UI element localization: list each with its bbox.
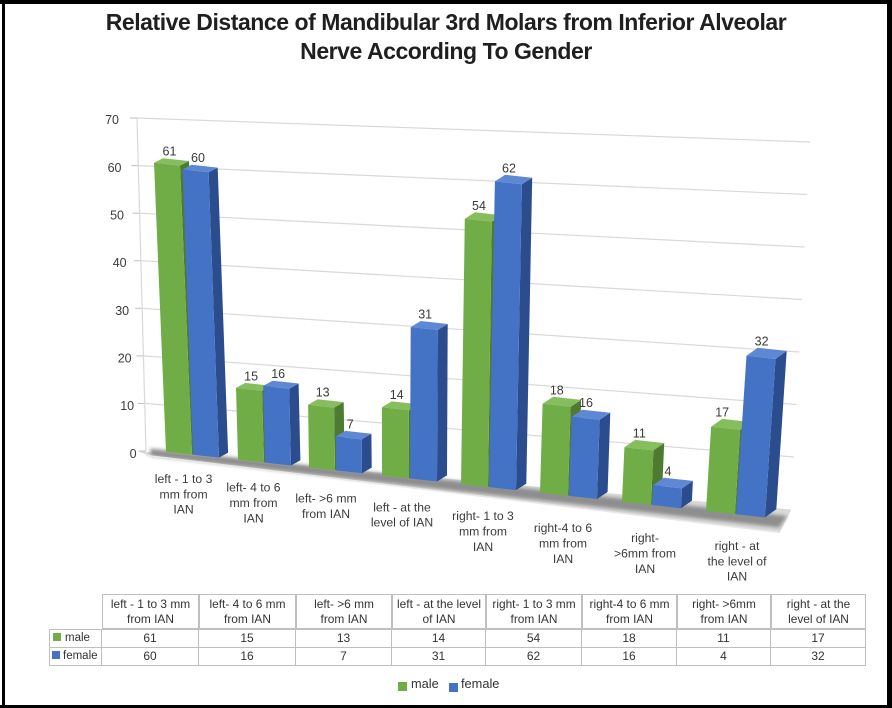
svg-text:right- 1 to 3: right- 1 to 3 bbox=[452, 509, 514, 523]
svg-text:14: 14 bbox=[390, 388, 404, 402]
svg-text:IAN: IAN bbox=[635, 562, 655, 576]
svg-text:61: 61 bbox=[163, 145, 177, 159]
svg-text:16: 16 bbox=[271, 367, 285, 381]
svg-text:18: 18 bbox=[550, 383, 564, 397]
svg-text:mm from: mm from bbox=[459, 525, 507, 539]
svg-text:level of IAN: level of IAN bbox=[371, 516, 433, 530]
svg-text:30: 30 bbox=[115, 304, 129, 318]
svg-text:left- 4 to 6: left- 4 to 6 bbox=[226, 481, 280, 495]
svg-text:15: 15 bbox=[244, 369, 258, 383]
svg-text:20: 20 bbox=[118, 352, 132, 366]
svg-text:IAN: IAN bbox=[243, 511, 263, 525]
svg-text:62: 62 bbox=[502, 161, 516, 175]
svg-text:IAN: IAN bbox=[553, 552, 573, 566]
svg-text:mm from: mm from bbox=[229, 496, 277, 510]
svg-text:from IAN: from IAN bbox=[302, 507, 350, 521]
svg-text:0: 0 bbox=[130, 447, 137, 461]
svg-text:16: 16 bbox=[579, 396, 593, 410]
svg-text:right-4 to 6: right-4 to 6 bbox=[534, 521, 592, 535]
svg-text:32: 32 bbox=[755, 334, 769, 348]
svg-text:right - at: right - at bbox=[715, 539, 760, 553]
svg-text:11: 11 bbox=[633, 427, 646, 441]
svg-text:mm from: mm from bbox=[160, 487, 208, 501]
svg-text:IAN: IAN bbox=[727, 570, 747, 584]
svg-text:60: 60 bbox=[108, 161, 122, 175]
svg-text:left - at the: left - at the bbox=[373, 500, 431, 514]
svg-text:13: 13 bbox=[316, 386, 330, 400]
svg-text:60: 60 bbox=[191, 151, 205, 165]
svg-text:17: 17 bbox=[715, 406, 729, 420]
svg-text:10: 10 bbox=[120, 399, 134, 413]
svg-text:70: 70 bbox=[105, 113, 119, 127]
svg-text:31: 31 bbox=[418, 308, 432, 322]
svg-text:4: 4 bbox=[665, 464, 672, 478]
svg-text:left - 1 to 3: left - 1 to 3 bbox=[155, 472, 213, 486]
svg-text:40: 40 bbox=[113, 256, 127, 270]
svg-text:left- >6 mm: left- >6 mm bbox=[295, 492, 356, 506]
svg-text:7: 7 bbox=[347, 417, 354, 431]
svg-text:50: 50 bbox=[110, 209, 124, 223]
svg-text:54: 54 bbox=[472, 199, 486, 213]
svg-text:IAN: IAN bbox=[173, 503, 193, 517]
svg-text:IAN: IAN bbox=[473, 540, 493, 554]
svg-text:the level of: the level of bbox=[708, 554, 768, 568]
svg-text:>6mm from: >6mm from bbox=[614, 547, 676, 561]
svg-text:mm from: mm from bbox=[539, 537, 587, 551]
svg-text:right-: right- bbox=[631, 531, 659, 545]
